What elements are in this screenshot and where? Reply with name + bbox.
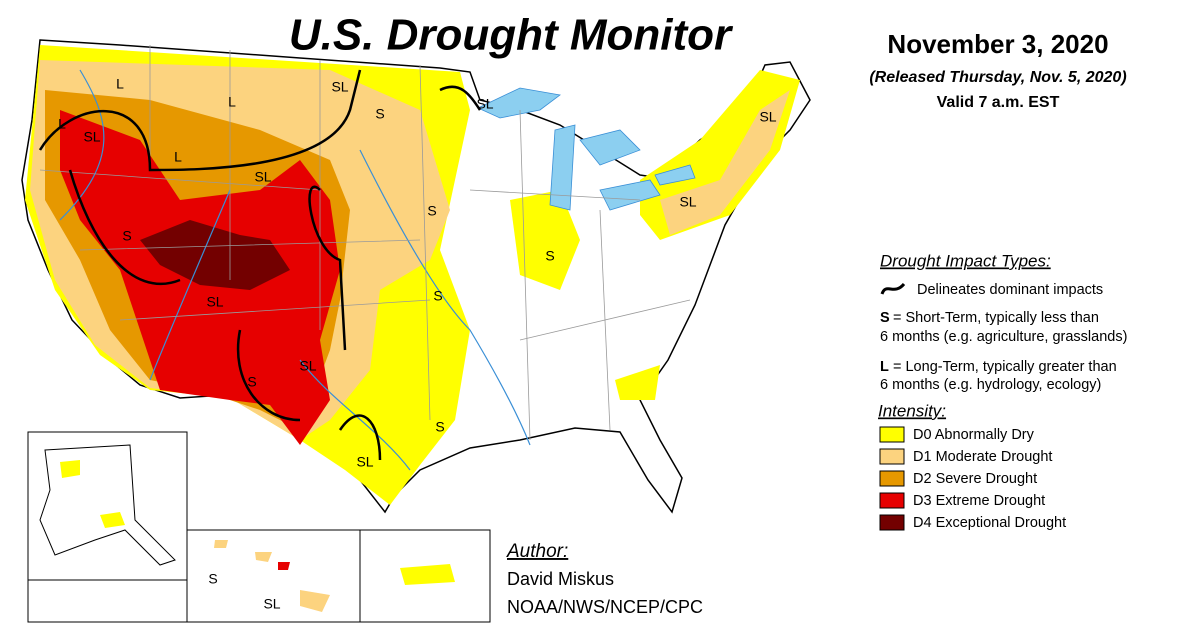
long-term-text: = Long-Term, typically greater than — [893, 359, 1117, 375]
impact-label: SL — [759, 109, 776, 125]
legend-swatch — [879, 514, 905, 531]
legend-label: D2 Severe Drought — [913, 471, 1037, 487]
long-term-text: 6 months (e.g. hydrology, ecology) — [880, 377, 1101, 393]
impact-label: S — [427, 203, 436, 219]
impact-label: L — [228, 94, 236, 110]
impact-line-icon — [880, 282, 906, 295]
impact-label: SL — [679, 194, 696, 210]
impact-label: SL — [206, 294, 223, 310]
legend-swatch — [879, 492, 905, 509]
impact-label: SL — [83, 129, 100, 145]
impact-label: L — [116, 76, 124, 92]
delineates: Delineates dominant impacts — [917, 282, 1103, 298]
author-heading: Author: — [506, 541, 568, 562]
released: (Released Thursday, Nov. 5, 2020) — [869, 69, 1126, 86]
drought-area — [660, 90, 790, 235]
legend-label: D3 Extreme Drought — [913, 493, 1045, 509]
author-org: NOAA/NWS/NCEP/CPC — [507, 597, 703, 617]
legend-label: D4 Exceptional Drought — [913, 515, 1066, 531]
drought-area — [510, 190, 580, 290]
impact-label: S — [247, 374, 256, 390]
impact-label: SL — [476, 96, 493, 112]
impact-label: SL — [299, 358, 316, 374]
title: U.S. Drought Monitor — [289, 11, 734, 60]
intensity-heading: Intensity: — [878, 401, 946, 420]
impact-label: S — [122, 228, 131, 244]
short-term-text: 6 months (e.g. agriculture, grasslands) — [880, 329, 1127, 345]
legend-label: D0 Abnormally Dry — [913, 427, 1035, 443]
long-term-code: L — [880, 359, 889, 375]
state-lines — [39, 45, 691, 441]
impact-label: SL — [356, 454, 373, 470]
author-name: David Miskus — [507, 569, 614, 589]
legend-swatch — [879, 426, 905, 443]
impact-label: S — [375, 106, 384, 122]
impact-label: SL — [254, 169, 271, 185]
impact-label: S — [545, 248, 554, 264]
great-lakes — [477, 87, 696, 211]
impact-heading: Drought Impact Types: — [880, 251, 1051, 270]
aleutian-inset — [27, 579, 188, 623]
short-term-text: = Short-Term, typically less than — [893, 310, 1099, 326]
date: November 3, 2020 — [887, 29, 1108, 59]
impact-label: S — [433, 288, 442, 304]
intensity-legend: D0 Abnormally Dry D1 Moderate Drought D2 S… — [879, 426, 1066, 531]
map-labels: L L SL S SL L SL L SL S SL SL S S SL S S… — [50, 76, 776, 612]
drought-area — [278, 562, 290, 570]
river — [59, 69, 531, 471]
impact-label: SL — [331, 79, 348, 95]
legend-label: D1 Moderate Drought — [913, 449, 1052, 465]
legend-swatch — [879, 470, 905, 487]
puerto-rico-inset — [359, 529, 491, 623]
drought-area — [214, 540, 330, 612]
drought-area — [140, 220, 290, 290]
impact-label: S — [435, 419, 444, 435]
drought-area — [615, 365, 660, 400]
legend-swatch — [879, 448, 905, 465]
drought-area — [400, 564, 455, 585]
drought-area — [60, 460, 125, 528]
valid-time: Valid 7 a.m. EST — [937, 94, 1060, 111]
impact-label: L — [174, 149, 182, 165]
short-term-code: S — [880, 310, 890, 326]
impact-label: SL — [263, 596, 280, 612]
impact-boundary — [38, 69, 482, 461]
impact-label: L — [58, 116, 66, 132]
insets — [27, 431, 491, 623]
impact-label: S — [208, 571, 217, 587]
